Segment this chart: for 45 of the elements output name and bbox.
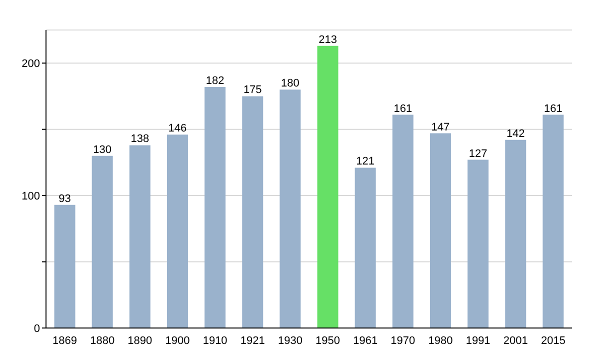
x-tick-label: 1921 — [240, 334, 265, 347]
x-tick-label: 1980 — [428, 334, 453, 347]
data-label: 175 — [243, 84, 262, 96]
data-label: 213 — [318, 34, 337, 46]
x-tick-label: 1970 — [390, 334, 416, 347]
bar — [129, 145, 150, 328]
data-label: 161 — [544, 102, 562, 115]
y-tick-label: 200 — [22, 58, 40, 70]
data-label: 146 — [168, 122, 187, 135]
x-tick-label: 1890 — [128, 334, 152, 347]
x-tick-label: 1880 — [90, 334, 115, 347]
bar — [280, 90, 301, 328]
data-label: 138 — [130, 133, 150, 146]
data-label: 161 — [394, 102, 412, 115]
bar — [92, 156, 113, 328]
data-label: 182 — [206, 74, 224, 87]
data-label: 130 — [93, 144, 112, 156]
data-label: 93 — [58, 192, 71, 205]
x-tick-label: 1869 — [52, 334, 78, 347]
x-tick-label: 1950 — [316, 334, 340, 347]
bar — [468, 160, 489, 328]
bar — [392, 114, 414, 328]
data-label: 147 — [431, 121, 450, 134]
bar — [204, 86, 226, 328]
bar — [505, 140, 526, 328]
bar — [317, 46, 338, 328]
y-tick-label: 100 — [22, 190, 40, 202]
bar — [542, 114, 564, 328]
data-label: 127 — [468, 148, 488, 160]
bar — [242, 96, 264, 328]
x-tick-label: 2015 — [540, 334, 566, 347]
x-tick-label: 1961 — [353, 334, 378, 347]
y-tick-label: 0 — [34, 322, 40, 335]
x-tick-label: 2001 — [503, 334, 528, 347]
x-tick-label: 1900 — [165, 334, 190, 347]
bar — [54, 204, 76, 328]
bar — [166, 134, 188, 328]
x-tick-label: 1930 — [278, 334, 302, 347]
data-label: 121 — [356, 156, 375, 168]
x-tick-label: 1910 — [202, 334, 228, 347]
bar — [354, 168, 376, 328]
bar — [430, 133, 451, 328]
data-label: 180 — [281, 78, 300, 90]
data-label: 142 — [506, 128, 525, 140]
x-tick-label: 1991 — [466, 334, 490, 347]
